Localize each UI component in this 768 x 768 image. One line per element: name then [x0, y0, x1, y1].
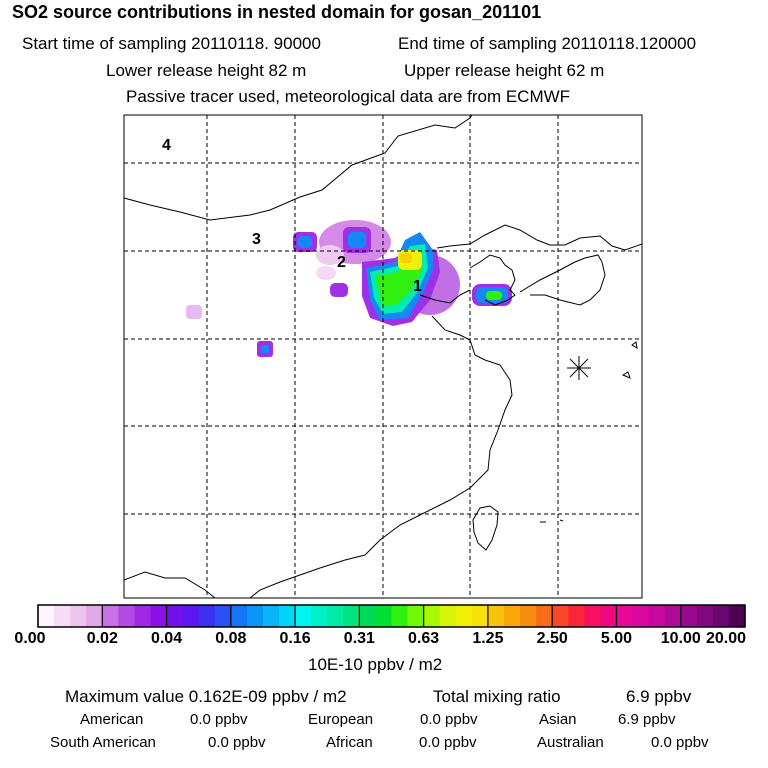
colorbar-tick-label: 0.00: [14, 630, 46, 647]
colorbar-swatch: [230, 605, 248, 627]
colorbar-swatch: [134, 605, 151, 627]
tracer-note: Passive tracer used, meteorological data…: [126, 87, 571, 106]
colorbar-swatch: [568, 605, 585, 627]
colorbar-swatch: [166, 605, 184, 627]
end-time: End time of sampling 20110118.120000: [398, 34, 697, 53]
region-name-american: American: [80, 711, 144, 728]
region-label-3: 3: [252, 231, 261, 248]
colorbar-swatch: [520, 605, 537, 627]
region-value-asian: 6.9 ppbv: [618, 711, 676, 728]
total-mixing-ratio-value: 6.9 ppbv: [626, 687, 692, 706]
colorbar-swatch: [54, 605, 71, 627]
region-value-south-american: 0.0 ppbv: [208, 734, 266, 751]
colorbar-tick-label: 5.00: [600, 630, 633, 647]
lat-lon-grid: [124, 115, 642, 598]
colorbar-swatch: [198, 605, 216, 627]
colorbar-swatch: [712, 605, 730, 627]
colorbar-swatch: [407, 605, 425, 627]
region-name-south-american: South American: [50, 734, 156, 751]
colorbar-swatch: [214, 605, 232, 627]
colorbar-tick-label: 20.00: [705, 630, 747, 647]
colorbar-swatch: [295, 605, 312, 627]
region-label-2: 2: [337, 254, 346, 271]
colorbar-tick-label: 10.00: [660, 630, 701, 647]
colorbar-swatch: [471, 605, 489, 627]
colorbar-tick-label: 1.25: [472, 630, 504, 647]
region-name-african: African: [326, 734, 373, 751]
colorbar-swatch: [616, 605, 634, 627]
colorbar-swatch: [600, 605, 617, 627]
figure-title: SO2 source contributions in nested domai…: [12, 2, 542, 22]
colorbar-swatch: [150, 605, 168, 627]
colorbar-swatch: [391, 605, 409, 627]
colorbar-tick-label: 0.63: [408, 630, 440, 647]
region-value-african: 0.0 ppbv: [419, 734, 477, 751]
colorbar-swatch: [118, 605, 135, 627]
colorbar: [37, 604, 746, 628]
colorbar-swatch: [102, 605, 119, 627]
colorbar-swatch: [70, 605, 87, 627]
colorbar-swatch: [38, 605, 55, 627]
colorbar-swatch: [375, 605, 392, 627]
colorbar-swatch: [311, 605, 328, 627]
region-value-european: 0.0 ppbv: [420, 711, 478, 728]
colorbar-tick-label: 0.31: [343, 630, 375, 647]
colorbar-swatch: [728, 605, 746, 627]
colorbar-swatch: [584, 605, 601, 627]
colorbar-units: 10E-10 ppbv / m2: [308, 655, 443, 674]
colorbar-swatch: [552, 605, 569, 627]
star-icon: [567, 356, 591, 380]
colorbar-swatch: [536, 605, 553, 627]
region-value-australian: 0.0 ppbv: [651, 734, 709, 751]
colorbar-swatch: [182, 605, 200, 627]
map-frame: [123, 114, 643, 599]
colorbar-swatch: [648, 605, 666, 627]
colorbar-swatch: [503, 605, 521, 627]
colorbar-swatch: [439, 605, 457, 627]
colorbar-tick-label: 2.50: [536, 630, 568, 647]
region-name-asian: Asian: [539, 711, 577, 728]
region-name-australian: Australian: [537, 734, 604, 751]
colorbar-swatch: [487, 605, 505, 627]
colorbar-swatch: [680, 605, 698, 627]
colorbar-swatch: [262, 605, 280, 627]
upper-release-height: Upper release height 62 m: [404, 61, 605, 80]
region-label-1: 1: [413, 278, 422, 295]
colorbar-swatch: [327, 605, 344, 627]
colorbar-swatch: [632, 605, 650, 627]
colorbar-swatch: [279, 605, 296, 627]
colorbar-swatch: [696, 605, 714, 627]
region-name-european: European: [308, 711, 374, 728]
colorbar-frame: [37, 604, 746, 628]
colorbar-tick-label: 0.16: [279, 630, 311, 647]
colorbar-tick-label: 0.04: [150, 630, 183, 647]
colorbar-swatch: [664, 605, 682, 627]
colorbar-swatch: [86, 605, 103, 627]
colorbar-swatch: [246, 605, 264, 627]
maximum-value: Maximum value 0.162E-09 ppbv / m2: [65, 687, 347, 706]
colorbar-swatch: [423, 605, 441, 627]
colorbar-tick-label: 0.08: [215, 630, 247, 647]
colorbar-tick-label: 0.02: [86, 630, 118, 647]
colorbar-swatch: [343, 605, 360, 627]
region-value-american: 0.0 ppbv: [190, 711, 248, 728]
start-time: Start time of sampling 20110118. 90000: [22, 34, 321, 53]
colorbar-swatch: [359, 605, 376, 627]
total-mixing-ratio-label: Total mixing ratio: [433, 687, 561, 706]
region-label-4: 4: [162, 137, 171, 154]
lower-release-height: Lower release height 82 m: [106, 61, 307, 80]
colorbar-swatch: [455, 605, 473, 627]
so2-plume: [186, 220, 512, 357]
